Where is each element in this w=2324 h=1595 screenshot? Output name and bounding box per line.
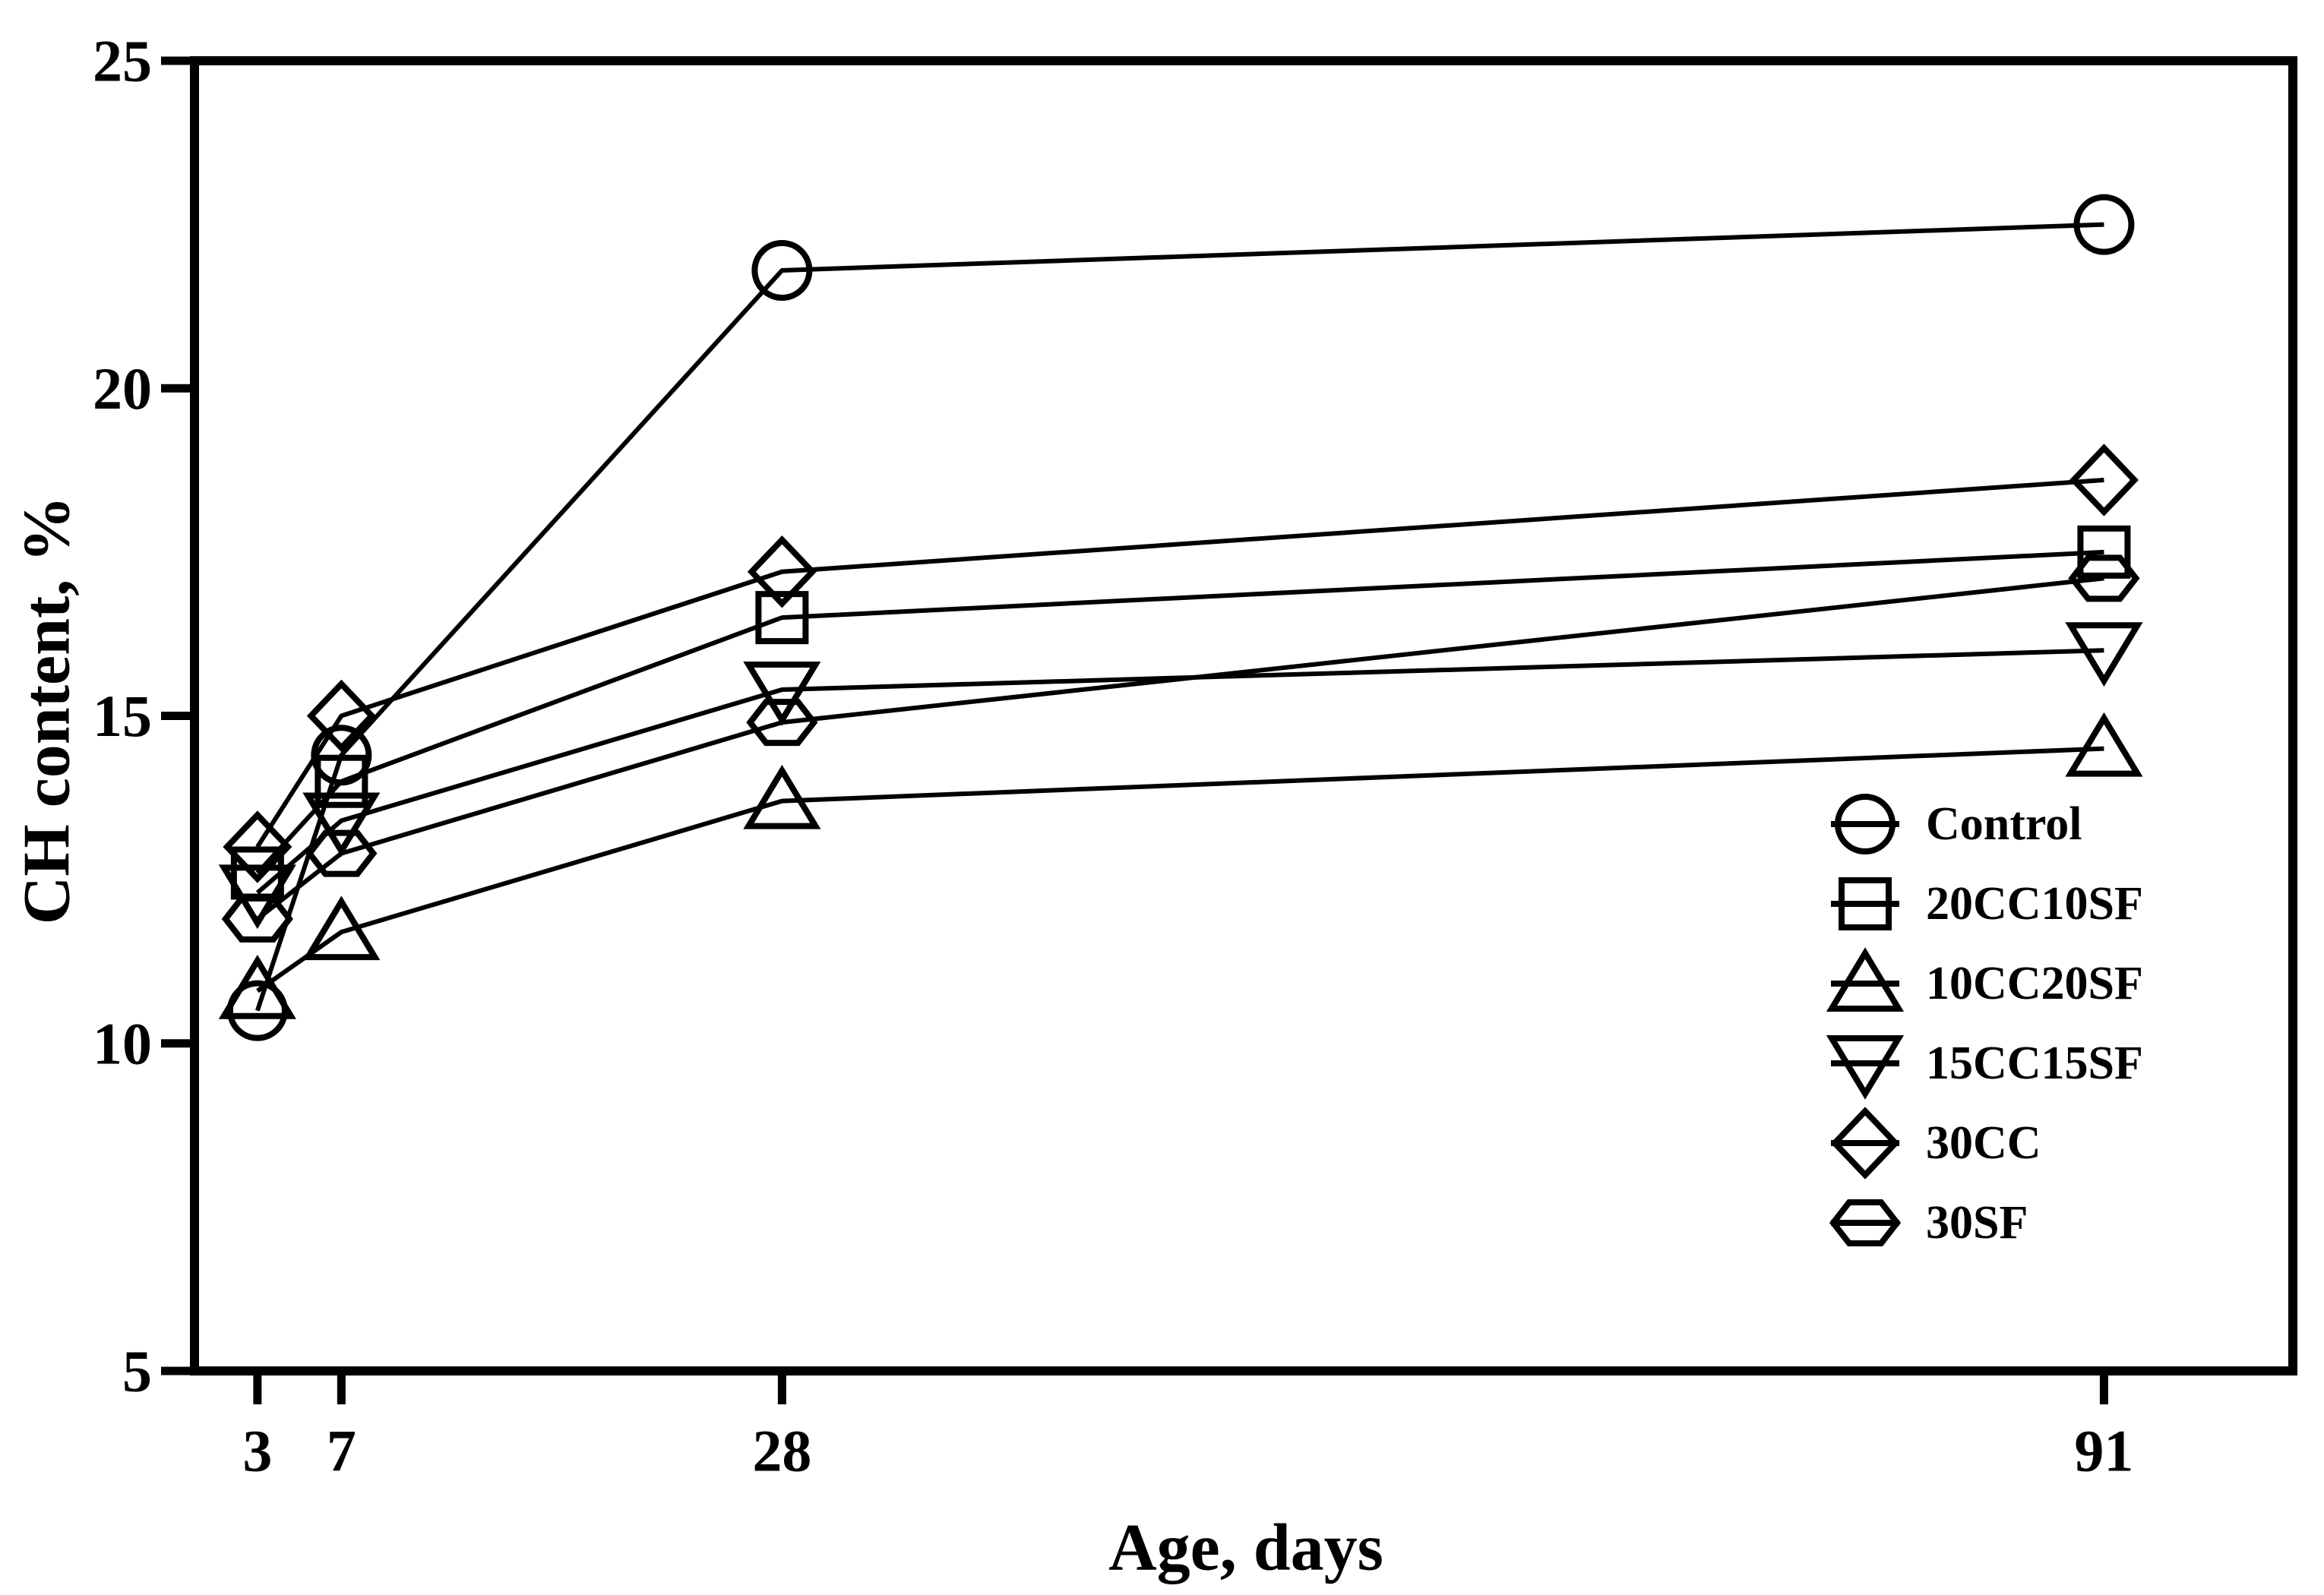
- x-axis-title: Age, days: [1108, 1511, 1383, 1585]
- marker-30sf-day-28: [746, 699, 818, 747]
- legend-label-10cc20sf: 10CC20SF: [1926, 958, 2143, 1009]
- marker-20cc10sf-day-7: [315, 754, 368, 808]
- series-line-control: [255, 222, 2104, 1012]
- x-tick-label-7: 7: [327, 1418, 356, 1484]
- legend-label-15cc15sf: 15CC15SF: [1926, 1038, 2143, 1089]
- marker-30sf-day-91: [2068, 554, 2140, 602]
- marker-15cc15sf-day-7: [302, 792, 381, 858]
- legend-marker-10cc20sf-icon: [1826, 947, 1905, 1012]
- marker-10cc20sf-day-91: [2065, 712, 2143, 777]
- legend-marker-20cc10sf-icon: [1839, 877, 1892, 930]
- marker-30cc-day-3: [223, 810, 292, 883]
- marker-30cc-day-7: [306, 679, 376, 753]
- y-tick-label-25: 25: [93, 28, 152, 94]
- marker-10cc20sf-day-28: [743, 764, 821, 829]
- marker-30cc-day-91: [2069, 444, 2139, 516]
- legend-marker-30sf-icon: [1829, 1199, 1902, 1246]
- series-line-30cc: [255, 478, 2104, 848]
- y-tick-label-15: 15: [93, 683, 152, 749]
- series-line-20cc10sf: [255, 549, 2104, 875]
- y-tick-label-10: 10: [93, 1010, 152, 1076]
- legend-marker-15cc15sf-icon: [1826, 1035, 1905, 1100]
- marker-30sf-day-7: [305, 829, 378, 877]
- x-tick-label-91: 91: [2074, 1418, 2133, 1484]
- legend-label-30cc: 30CC: [1926, 1117, 2041, 1169]
- marker-30sf-day-3: [221, 895, 293, 943]
- legend-label-control: Control: [1926, 798, 2082, 850]
- marker-20cc10sf-day-91: [2077, 525, 2131, 579]
- x-tick-label-28: 28: [752, 1418, 811, 1484]
- series-line-10cc20sf: [256, 746, 2104, 993]
- y-tick-label-5: 5: [122, 1338, 152, 1404]
- x-tick-label-3: 3: [242, 1418, 272, 1484]
- marker-control-day-91: [2073, 194, 2135, 255]
- legend-label-30sf: 30SF: [1926, 1197, 2028, 1249]
- marker-20cc10sf-day-28: [755, 591, 809, 645]
- marker-15cc15sf-day-28: [743, 662, 821, 726]
- legend-marker-30cc-icon: [1830, 1107, 1900, 1180]
- legend-label-20cc10sf: 20CC10SF: [1926, 878, 2143, 930]
- marker-10cc20sf-day-3: [218, 955, 296, 1019]
- marker-control-day-28: [751, 240, 813, 301]
- marker-15cc15sf-day-91: [2065, 622, 2143, 687]
- marker-30cc-day-28: [747, 535, 817, 608]
- series-line-30sf: [256, 576, 2104, 921]
- plot-frame: [190, 56, 2297, 1375]
- y-tick-label-20: 20: [93, 355, 152, 422]
- marker-control-day-7: [311, 725, 372, 786]
- legend-marker-control-icon: [1835, 794, 1896, 854]
- y-axis-title: CH content, %: [11, 496, 84, 925]
- series-line-15cc15sf: [255, 648, 2104, 895]
- marker-10cc20sf-day-7: [302, 895, 381, 961]
